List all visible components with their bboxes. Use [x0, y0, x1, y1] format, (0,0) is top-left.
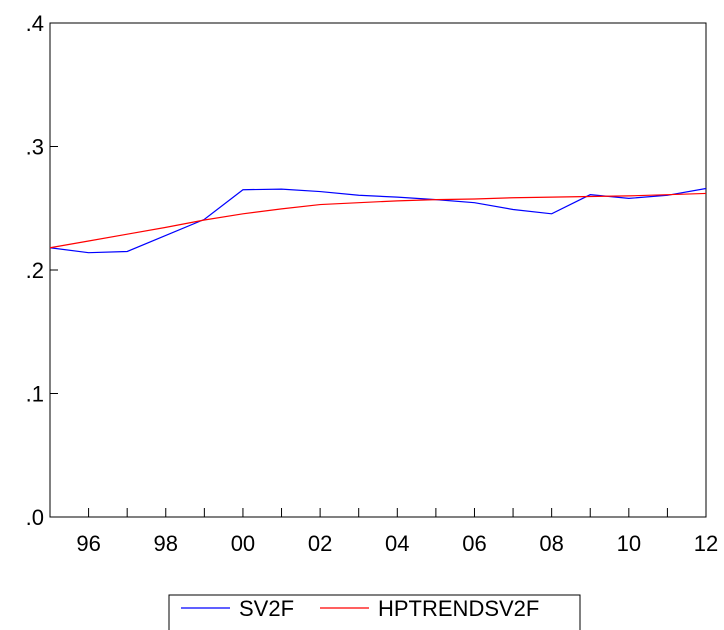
series-lines	[49, 187, 707, 254]
x-tick-label: 12	[694, 531, 718, 556]
y-axis: .0 .1 .2 .3 .4	[26, 11, 58, 530]
x-tick-label: 06	[462, 531, 486, 556]
y-tick-label: .4	[26, 11, 44, 36]
y-tick-label: .1	[26, 382, 44, 407]
y-tick-label: .3	[26, 135, 44, 160]
y-tick-label: .0	[26, 505, 44, 530]
series-line-hptrendsv2f	[49, 192, 707, 249]
x-tick-label: 08	[539, 531, 563, 556]
legend-label-hptrendsv2f: HPTRENDSV2F	[378, 596, 539, 621]
x-tick-label: 00	[231, 531, 255, 556]
x-tick-label: 98	[154, 531, 178, 556]
legend: SV2F HPTRENDSV2F	[168, 594, 581, 630]
x-tick-label: 96	[76, 531, 100, 556]
legend-box	[168, 594, 581, 630]
x-tick-label: 02	[308, 531, 332, 556]
x-tick-label: 10	[617, 531, 641, 556]
x-tick-label: 04	[385, 531, 409, 556]
plot-frame	[49, 22, 707, 518]
legend-label-sv2f: SV2F	[239, 596, 294, 621]
series-line-sv2f	[49, 187, 707, 254]
y-tick-label: .2	[26, 258, 44, 283]
x-axis: 96 98 00 02 04 06 08 10 12	[49, 508, 718, 556]
